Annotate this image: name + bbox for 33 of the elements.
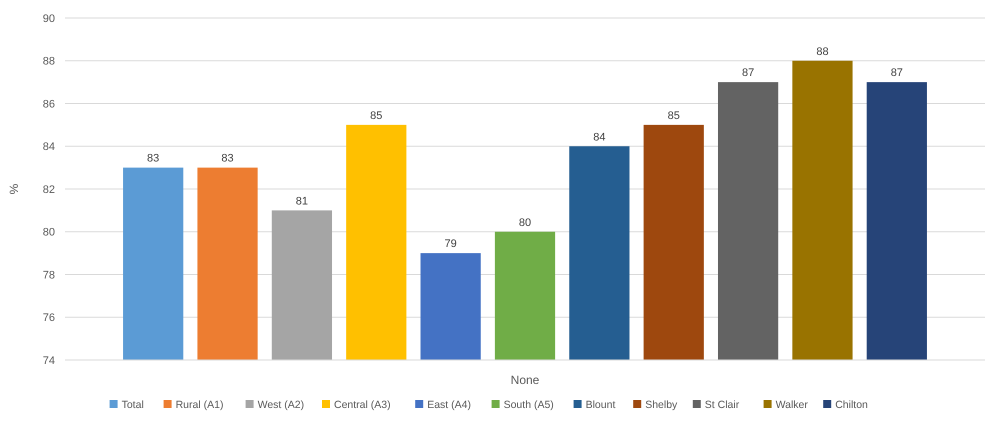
y-tick-label: 90 <box>42 12 55 25</box>
data-label: 80 <box>518 216 532 229</box>
legend-label: West (A2) <box>258 399 304 411</box>
data-label: 87 <box>742 67 754 80</box>
x-tick-label: None <box>510 373 540 387</box>
data-label: 83 <box>221 152 234 165</box>
legend-label: Walker <box>776 399 808 411</box>
data-label: 88 <box>816 46 829 58</box>
data-label: 85 <box>370 110 382 122</box>
y-tick-label: 84 <box>42 141 55 154</box>
y-tick-label: 76 <box>42 312 55 324</box>
y-tick-label: 88 <box>42 56 55 68</box>
legend-label: Blount <box>586 399 616 411</box>
legend-label: Total <box>122 399 144 411</box>
data-label: 83 <box>147 152 160 165</box>
y-tick-label: 74 <box>42 354 55 367</box>
legend-label: Chilton <box>835 399 868 411</box>
data-label: 84 <box>593 131 606 144</box>
y-tick-label: 80 <box>42 226 55 239</box>
legend-label: Central (A3) <box>334 399 391 411</box>
legend-label: East (A4) <box>427 399 471 411</box>
data-label: 87 <box>890 67 903 80</box>
legend-label: St Clair <box>704 399 740 411</box>
y-tick-label: 86 <box>42 98 55 110</box>
y-tick-label: 82 <box>42 184 55 196</box>
data-label: 81 <box>296 195 308 208</box>
data-label: 79 <box>444 238 457 250</box>
legend-label: Shelby <box>645 399 678 411</box>
legend-label: South (A5) <box>504 399 554 411</box>
y-axis-title: % <box>7 183 21 194</box>
legend-label: Rural (A1) <box>176 399 224 411</box>
data-label: 85 <box>668 110 680 122</box>
y-tick-label: 78 <box>42 269 55 282</box>
